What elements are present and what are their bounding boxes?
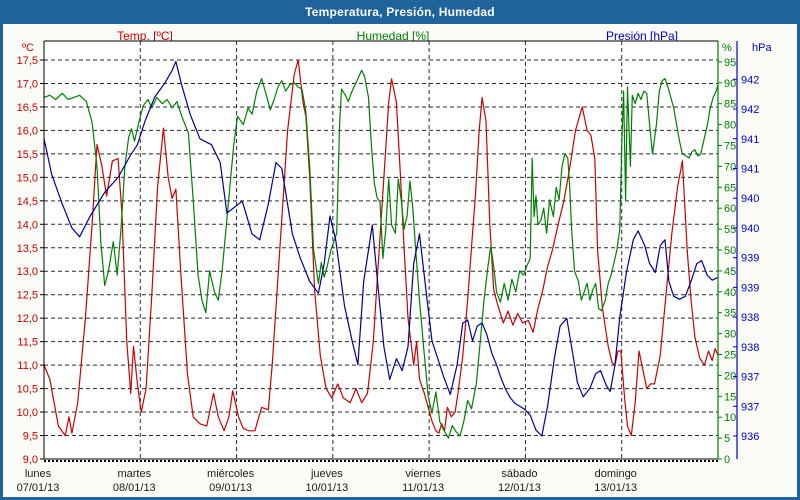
svg-text:12,5: 12,5 [17,290,38,302]
day-date-label: 12/01/13 [498,482,541,494]
svg-text:30: 30 [724,329,736,341]
day-date-label: 09/01/13 [209,482,252,494]
svg-text:937: 937 [741,401,759,413]
svg-text:11,0: 11,0 [17,360,38,372]
legend-temp-label: Temp. [ºC] [117,29,173,43]
svg-text:17,0: 17,0 [17,78,38,90]
svg-text:45: 45 [724,266,736,278]
svg-text:60: 60 [724,203,736,215]
svg-text:938: 938 [741,342,759,354]
svg-text:5: 5 [724,433,730,445]
svg-text:10: 10 [724,412,736,424]
svg-text:939: 939 [741,282,759,294]
svg-text:50: 50 [724,245,736,257]
day-name-label: sábado [501,468,537,480]
svg-text:15,5: 15,5 [17,149,38,161]
day-name-label: martes [117,468,151,480]
svg-text:11,5: 11,5 [17,337,38,349]
svg-text:14,0: 14,0 [17,219,38,231]
svg-text:13,5: 13,5 [17,243,38,255]
svg-text:10,0: 10,0 [17,407,38,419]
title-bar: Temperatura, Presión, Humedad [0,0,800,24]
svg-text:95: 95 [724,57,736,69]
svg-text:940: 940 [741,223,759,235]
svg-text:16,0: 16,0 [17,125,38,137]
day-name-label: viernes [405,468,441,480]
svg-text:15: 15 [724,391,736,403]
svg-text:942: 942 [741,74,759,86]
svg-text:35: 35 [724,308,736,320]
legend-pressure: Presión [hPa] [606,29,678,43]
day-name-label: lunes [25,468,52,480]
day-date-label: 11/01/13 [402,482,444,494]
svg-text:9,5: 9,5 [23,431,38,443]
svg-text:942: 942 [741,104,759,116]
svg-text:80: 80 [724,120,736,132]
day-date-label: 13/01/13 [594,482,637,494]
day-date-label: 10/01/13 [305,482,348,494]
svg-text:90: 90 [724,78,736,90]
svg-text:941: 941 [741,163,759,175]
day-name-label: miércoles [207,468,255,480]
svg-text:940: 940 [741,193,759,205]
humidity-axis-unit: % [722,42,732,54]
svg-text:17,5: 17,5 [17,55,38,67]
svg-text:10,5: 10,5 [17,384,38,396]
day-date-label: 08/01/13 [113,482,156,494]
day-name-label: domingo [595,468,637,480]
page-title: Temperatura, Presión, Humedad [305,5,495,19]
temp-axis-unit: ºC [22,42,34,54]
svg-text:0: 0 [724,454,730,466]
svg-text:75: 75 [724,141,736,153]
svg-text:40: 40 [724,287,736,299]
pressure-axis-unit: hPa [752,42,772,54]
svg-text:85: 85 [724,99,736,111]
svg-text:9,0: 9,0 [23,454,38,466]
legend-humidity-label: Humedad [%] [356,29,430,43]
svg-text:65: 65 [724,182,736,194]
svg-text:939: 939 [741,253,759,265]
svg-text:25: 25 [724,350,736,362]
legend-humidity: Humedad [%] [357,29,430,43]
legend-pressure-label: Presión [hPa] [605,29,679,43]
svg-text:938: 938 [741,312,759,324]
svg-text:12,0: 12,0 [17,313,38,325]
svg-text:20: 20 [724,370,736,382]
svg-text:941: 941 [741,134,759,146]
svg-text:55: 55 [724,224,736,236]
svg-text:13,0: 13,0 [17,266,38,278]
svg-text:16,5: 16,5 [17,102,38,114]
svg-text:936: 936 [741,431,759,443]
svg-text:15,0: 15,0 [17,172,38,184]
day-date-label: 07/01/13 [17,482,60,494]
day-name-label: jueves [310,468,343,480]
svg-text:70: 70 [724,161,736,173]
svg-text:937: 937 [741,372,759,384]
legend-temp: Temp. [ºC] [117,29,173,43]
svg-text:14,5: 14,5 [17,196,38,208]
